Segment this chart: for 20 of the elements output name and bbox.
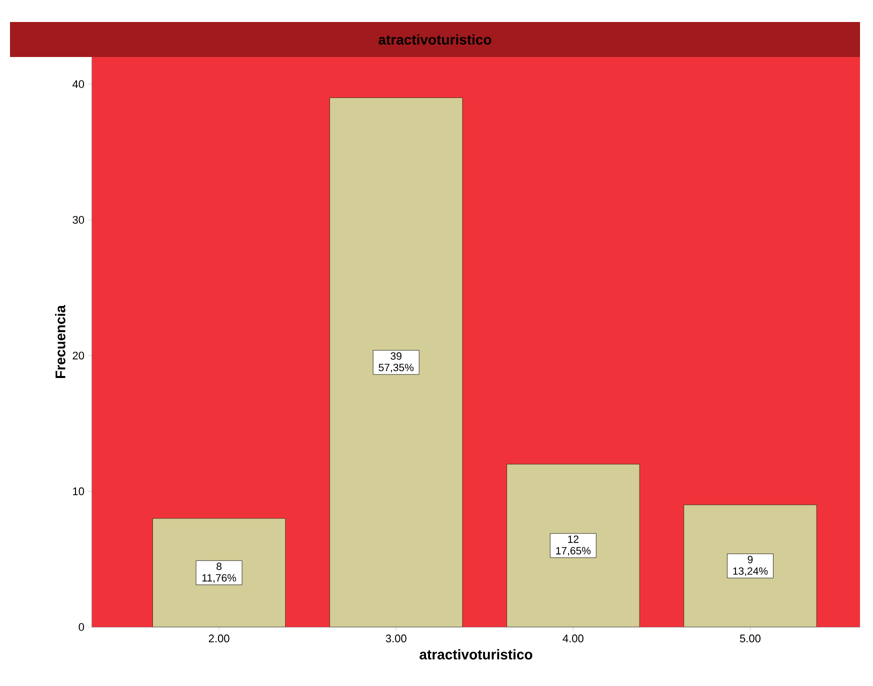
y-tick-label: 30: [72, 216, 84, 224]
bar: [152, 518, 286, 627]
bar: [330, 98, 463, 627]
y-tick-label: 20: [72, 352, 84, 360]
y-tick-label: 10: [73, 487, 84, 496]
chart-title: atractivoturistico: [378, 34, 492, 45]
x-tick-label: 4.00: [562, 634, 584, 642]
data-label: 8 11,76%: [202, 562, 236, 583]
bar: [506, 464, 640, 627]
y-tick-label: 40: [72, 80, 84, 88]
x-tick-label: 3.00: [386, 634, 406, 642]
y-axis-title: Frecuencia: [55, 304, 66, 378]
x-tick-label: 5.00: [740, 634, 760, 642]
y-tick-label: 0: [78, 623, 84, 631]
data-label: 12 17,65%: [556, 535, 591, 556]
data-label: 39 57,35%: [378, 352, 414, 372]
data-label: 9 13,24%: [733, 556, 768, 576]
x-axis-title: atractivoturistico: [420, 649, 532, 660]
bar: [684, 504, 817, 627]
x-tick-label: 2.00: [208, 634, 230, 642]
